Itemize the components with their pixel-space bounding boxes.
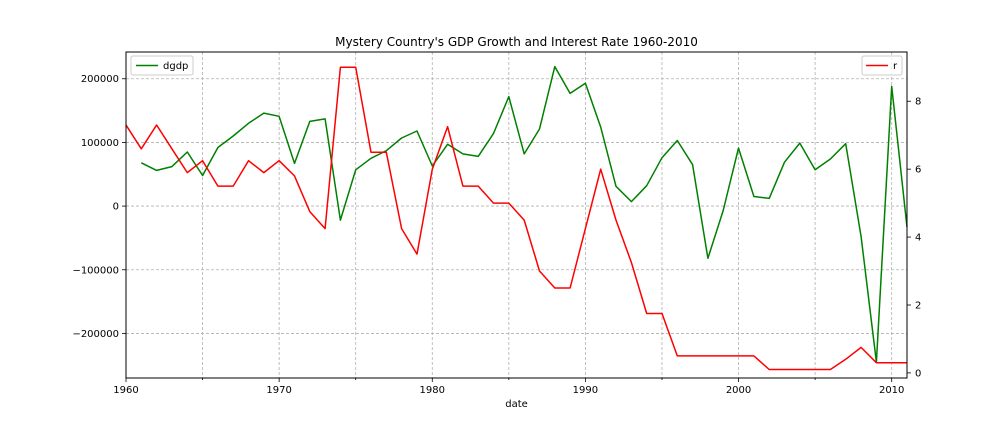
legend-r-label: r <box>893 61 898 72</box>
y-axis-left: −200000 −100000 0 100000 200000 <box>72 74 126 340</box>
legend-dgdp-box <box>130 55 194 76</box>
x-axis-label: date <box>505 399 528 410</box>
plot-background <box>126 52 907 378</box>
x-tick-label: 1970 <box>266 385 291 396</box>
chart-title: Mystery Country's GDP Growth and Interes… <box>335 35 698 49</box>
plot-area <box>125 51 908 379</box>
legend-dgdp-label: dgdp <box>163 61 188 72</box>
x-tick-label: 1960 <box>113 385 138 396</box>
series-line-r <box>125 66 907 371</box>
y-right-tick-label: 2 <box>915 300 921 311</box>
y-right-tick-label: 6 <box>915 165 921 176</box>
legend-r: r <box>861 55 903 76</box>
y-axis-right: 0 2 4 6 8 <box>907 97 921 379</box>
legend-dgdp: dgdp <box>130 55 194 76</box>
y-left-tick-label: 100000 <box>81 138 119 149</box>
y-left-tick-label: −100000 <box>72 265 119 276</box>
series-layer <box>125 65 908 371</box>
x-tick-label: 2010 <box>879 385 904 396</box>
y-left-tick-label: 0 <box>113 202 119 213</box>
y-left-tick-label: −200000 <box>72 329 119 340</box>
y-left-tick-label: 200000 <box>81 74 119 85</box>
x-tick-label: 1990 <box>573 385 598 396</box>
x-axis: 1960 1970 1980 1990 2000 2010 <box>113 378 904 396</box>
grid <box>125 52 907 378</box>
series-line-dgdp <box>140 65 908 363</box>
y-right-tick-label: 4 <box>915 233 921 244</box>
plot-frame <box>125 51 908 379</box>
x-tick-label: 1980 <box>420 385 445 396</box>
y-right-tick-label: 0 <box>915 368 921 379</box>
x-tick-label: 2000 <box>726 385 751 396</box>
y-right-tick-label: 8 <box>915 97 921 108</box>
